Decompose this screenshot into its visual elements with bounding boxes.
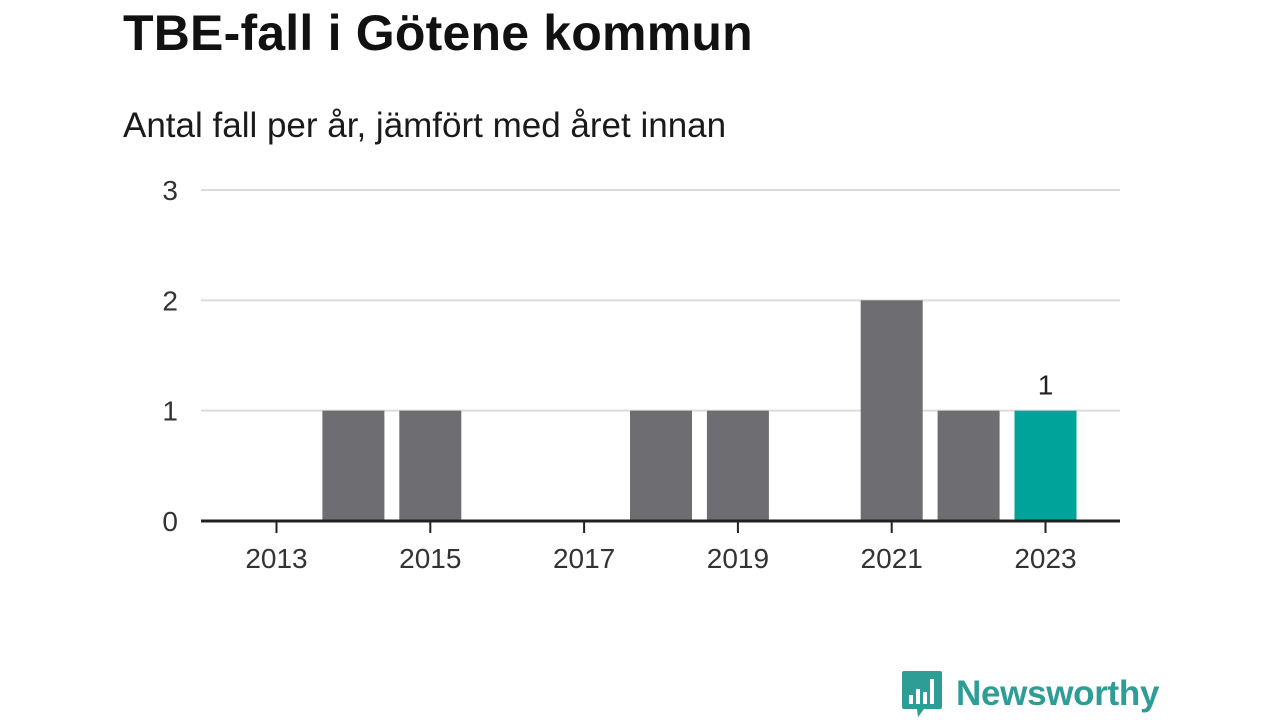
bar [399, 410, 462, 521]
x-tick-label: 2021 [861, 543, 923, 574]
chart-title: TBE-fall i Götene kommun [123, 5, 753, 61]
bar [860, 300, 923, 521]
y-tick-label: 0 [162, 506, 178, 537]
bar [630, 410, 692, 521]
bar [937, 410, 1000, 521]
x-tick-label: 2013 [245, 543, 307, 574]
x-tick-label: 2017 [553, 543, 615, 574]
x-tick-label: 2015 [399, 543, 461, 574]
y-tick-label: 2 [162, 285, 178, 316]
bar [1014, 410, 1077, 521]
bar [322, 410, 385, 521]
x-tick-label: 2023 [1014, 543, 1076, 574]
newsworthy-logo-icon [902, 671, 942, 717]
y-tick-label: 3 [162, 175, 178, 206]
chart-subtitle: Antal fall per år, jämfört med året inna… [123, 106, 727, 145]
newsworthy-logo: Newsworthy [900, 668, 1159, 720]
bar [706, 410, 769, 521]
data-label: 1 [1038, 370, 1054, 401]
x-tick-label: 2019 [707, 543, 769, 574]
y-tick-label: 1 [162, 396, 178, 427]
newsworthy-logo-text: Newsworthy [956, 674, 1160, 713]
